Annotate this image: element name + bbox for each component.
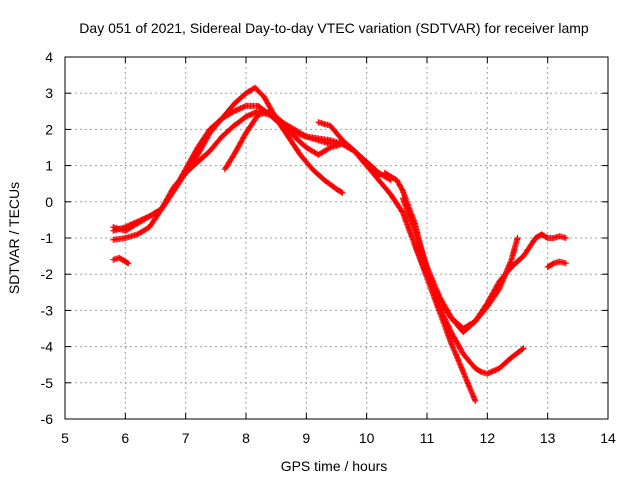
- x-tick-label: 8: [242, 430, 250, 446]
- series-arc-10: [544, 258, 569, 270]
- series-markers: [399, 195, 521, 332]
- y-tick-label: 1: [45, 158, 53, 174]
- x-tick-label: 10: [359, 430, 375, 446]
- y-tick-label: -2: [41, 266, 54, 282]
- x-tick-label: 11: [420, 430, 435, 446]
- series-arc-1: [110, 84, 346, 234]
- x-tick-label: 13: [540, 430, 556, 446]
- y-tick-label: -1: [41, 230, 54, 246]
- x-tick-label: 14: [600, 430, 616, 446]
- series-arc-7: [399, 195, 521, 332]
- y-axis-ticks: -6 -5 -4 -3 -2 -1 0 1 2 3 4: [41, 49, 608, 427]
- grid-lines: [65, 57, 608, 419]
- x-tick-label: 7: [182, 430, 190, 446]
- x-tick-label: 5: [61, 430, 69, 446]
- x-tick-label: 6: [121, 430, 129, 446]
- y-tick-label: -4: [41, 339, 54, 355]
- x-axis-label: GPS time / hours: [281, 458, 388, 474]
- series-markers: [411, 231, 569, 336]
- y-tick-label: 4: [45, 49, 53, 65]
- y-axis-label: SDTVAR / TECUs: [6, 182, 22, 294]
- x-axis-ticks: 5 6 7 8 9 10 11 12 13 14: [61, 57, 616, 446]
- data-series: [110, 84, 569, 404]
- series-markers: [544, 258, 569, 270]
- y-tick-label: -5: [41, 375, 54, 391]
- x-tick-label: 9: [302, 430, 310, 446]
- y-tick-label: -6: [41, 411, 54, 427]
- series-markers: [110, 254, 132, 267]
- chart-title: Day 051 of 2021, Sidereal Day-to-day VTE…: [79, 20, 589, 36]
- y-tick-label: 0: [45, 194, 53, 210]
- series-markers: [110, 84, 346, 234]
- x-tick-label: 12: [480, 430, 496, 446]
- series-arc-9: [110, 254, 132, 267]
- series-arc-5: [315, 119, 479, 404]
- series-arc-8: [411, 231, 569, 336]
- y-tick-label: 3: [45, 85, 53, 101]
- y-tick-label: -3: [41, 302, 54, 318]
- y-tick-label: 2: [45, 121, 53, 137]
- series-markers: [315, 119, 479, 404]
